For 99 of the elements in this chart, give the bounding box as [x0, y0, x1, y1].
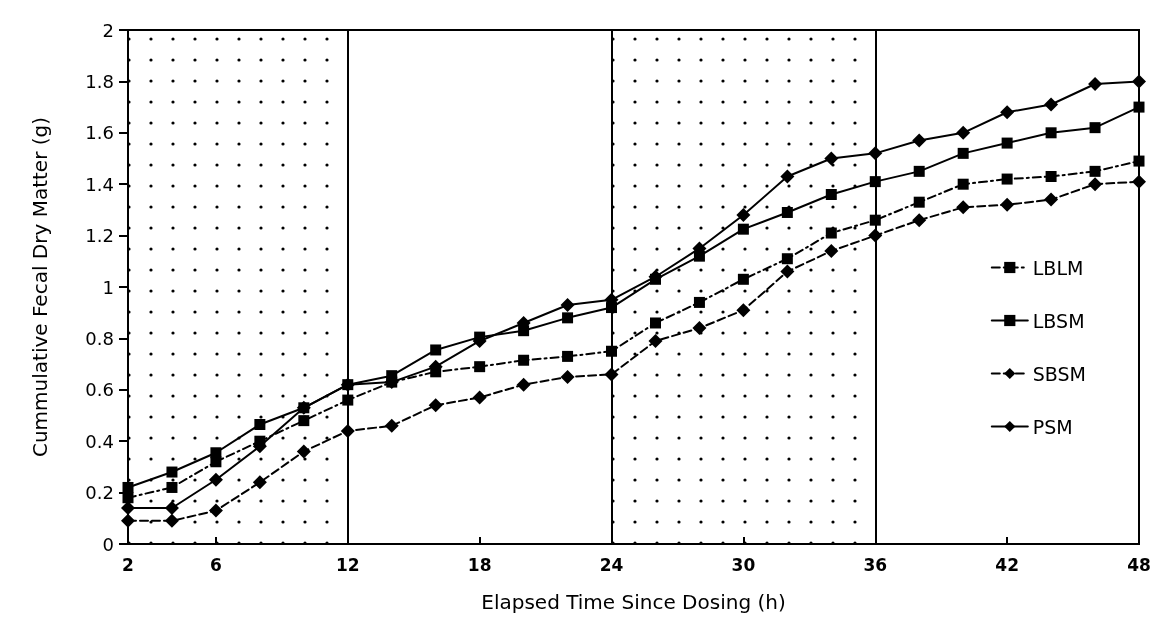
point	[737, 273, 749, 285]
point	[1132, 74, 1146, 89]
legend-label: LBLM	[1032, 256, 1084, 279]
point	[912, 133, 927, 148]
point	[1000, 197, 1015, 212]
point	[560, 369, 575, 384]
y-tick-label: 0.2	[85, 482, 114, 504]
x-tick-label: 48	[1127, 554, 1151, 575]
x-tick-label: 42	[995, 554, 1019, 575]
point	[868, 146, 883, 161]
x-tick-label: 6	[209, 554, 222, 575]
point	[912, 213, 927, 228]
point	[428, 398, 443, 413]
y-tick-label: 1.2	[85, 225, 114, 247]
point	[164, 513, 179, 528]
x-tick-label: 18	[467, 554, 492, 575]
x-axis-title: Elapsed Time Since Dosing (h)	[481, 590, 786, 614]
point	[164, 501, 179, 516]
point	[957, 178, 969, 190]
y-tick-label: 1	[102, 276, 114, 298]
point	[736, 303, 751, 318]
point	[1044, 192, 1059, 207]
point	[736, 208, 751, 223]
point	[956, 125, 971, 140]
point	[562, 350, 574, 362]
point	[342, 394, 354, 406]
point	[1088, 177, 1103, 192]
point	[957, 147, 969, 159]
point	[869, 214, 881, 226]
point	[1044, 97, 1059, 112]
legend-label: PSM	[1032, 415, 1073, 438]
y-tick-label: 1.6	[85, 122, 114, 144]
point	[208, 503, 223, 518]
y-tick-label: 0	[102, 533, 114, 555]
point	[692, 321, 707, 336]
point	[1089, 165, 1101, 177]
point	[122, 481, 134, 493]
point	[298, 415, 310, 427]
point	[781, 206, 793, 218]
point	[1001, 173, 1013, 185]
point	[210, 447, 222, 459]
point	[604, 367, 619, 382]
point	[474, 361, 486, 373]
point	[296, 444, 311, 459]
point	[824, 151, 839, 166]
x-tick-label: 2	[122, 554, 134, 575]
point	[208, 472, 223, 487]
point	[121, 501, 135, 516]
y-tick-label: 0.8	[85, 327, 114, 349]
legend-label: LBSM	[1032, 309, 1085, 332]
point	[472, 390, 487, 405]
point	[780, 264, 795, 279]
point	[1132, 174, 1146, 189]
point	[1133, 101, 1145, 113]
point	[913, 196, 925, 208]
point	[780, 169, 795, 184]
point	[384, 418, 399, 433]
point	[913, 165, 925, 177]
point	[737, 223, 749, 235]
point	[1088, 76, 1103, 91]
point	[340, 423, 355, 438]
point	[1000, 105, 1015, 120]
x-tick-label: 24	[599, 554, 624, 575]
point	[166, 466, 178, 478]
point	[516, 377, 531, 392]
x-tick-label: 36	[863, 554, 888, 575]
point	[648, 333, 663, 348]
y-axis-title: Cummulative Fecal Dry Matter (g)	[28, 116, 52, 458]
point	[121, 513, 135, 528]
point	[560, 297, 575, 312]
y-tick-label: 0.4	[85, 430, 114, 452]
point	[254, 418, 266, 430]
point	[825, 227, 837, 239]
y-tick-label: 1.4	[85, 173, 114, 195]
y-tick-label: 1.8	[85, 70, 114, 92]
point	[781, 253, 793, 265]
y-tick-label: 0.6	[85, 379, 114, 401]
point	[956, 200, 971, 215]
point	[562, 312, 574, 324]
point	[430, 344, 442, 356]
point	[1133, 155, 1145, 167]
point	[166, 481, 178, 493]
point	[1089, 122, 1101, 134]
point	[518, 354, 530, 366]
point	[1045, 127, 1057, 139]
point	[1045, 170, 1057, 182]
point	[693, 296, 705, 308]
point	[606, 345, 618, 357]
point	[825, 188, 837, 200]
point	[649, 317, 661, 329]
point	[252, 475, 267, 490]
x-tick-label: 12	[335, 554, 360, 575]
x-tick-label: 30	[731, 554, 756, 575]
point	[824, 244, 839, 259]
legend-label: SBSM	[1032, 362, 1086, 385]
point	[868, 228, 883, 243]
point	[1001, 137, 1013, 149]
y-tick-label: 2	[102, 19, 114, 41]
point	[869, 176, 881, 188]
